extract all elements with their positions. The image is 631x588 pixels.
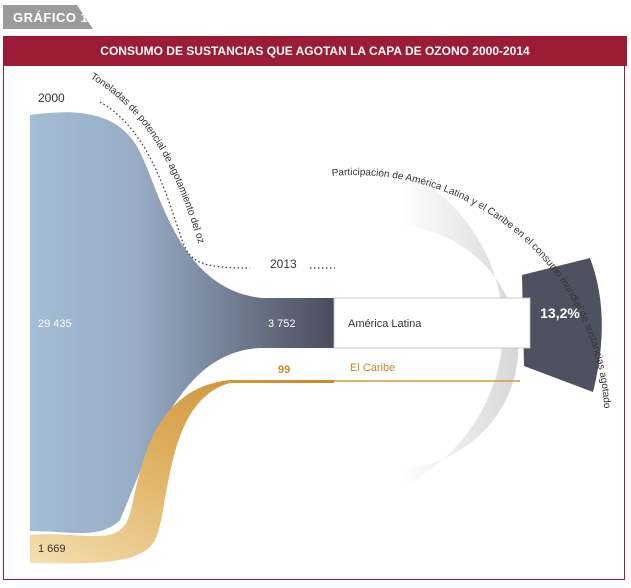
latam-end-value: 3 752: [268, 318, 296, 330]
flow-america-latina: [30, 112, 334, 534]
figure-tag: GRÁFICO 1: [3, 5, 93, 29]
latam-start-value: 29 435: [38, 318, 72, 330]
chart-header: CONSUMO DE SUSTANCIAS QUE AGOTAN LA CAPA…: [3, 36, 627, 66]
chart-frame: [3, 36, 625, 580]
chart-title: CONSUMO DE SUSTANCIAS QUE AGOTAN LA CAPA…: [100, 44, 530, 58]
dotted-guide-2000: [99, 101, 251, 269]
start-year-label: 2000: [38, 91, 65, 105]
share-segment: [522, 258, 602, 392]
figure-tag-label: GRÁFICO 1: [13, 10, 89, 25]
label-box-america-latina: [333, 297, 531, 349]
end-year-label: 2013: [270, 257, 297, 271]
caribe-start-value: 1 669: [38, 543, 66, 555]
share-value-label: 13,2%: [540, 305, 580, 321]
caribe-end-value: 99: [278, 364, 290, 376]
latam-name-label: América Latina: [348, 318, 422, 330]
figure-tag-shape: [3, 5, 93, 29]
flow-el-caribe: [30, 380, 334, 564]
share-arc: [400, 168, 519, 488]
caribe-name-label: El Caribe: [350, 362, 395, 374]
